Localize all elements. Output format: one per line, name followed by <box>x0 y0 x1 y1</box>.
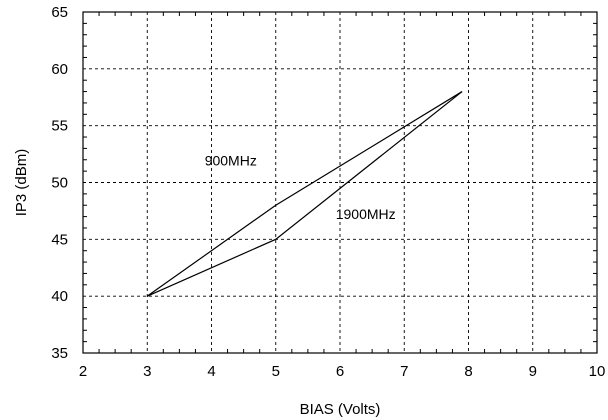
y-tick-label: 35 <box>51 345 68 362</box>
x-tick-labels: 2 3 4 5 6 7 8 9 10 <box>79 363 606 380</box>
x-tick-label: 2 <box>79 363 87 380</box>
series-labels: 900MHz 1900MHz <box>205 152 396 221</box>
y-tick-label: 50 <box>51 175 68 192</box>
x-tick-label: 10 <box>589 363 606 380</box>
grid-lines <box>83 12 597 353</box>
x-tick-label: 7 <box>400 363 408 380</box>
x-tick-label: 8 <box>464 363 472 380</box>
y-axis-label: IP3 (dBm) <box>13 149 30 217</box>
minor-ticks <box>83 12 597 353</box>
plot-frame <box>82 11 598 354</box>
series-label: 1900MHz <box>336 206 396 222</box>
y-tick-label: 40 <box>51 288 68 305</box>
x-tick-label: 4 <box>207 363 215 380</box>
x-tick-label: 9 <box>529 363 537 380</box>
series-label: 900MHz <box>205 152 257 168</box>
y-tick-label: 55 <box>51 118 68 135</box>
series-line-2 <box>147 91 463 297</box>
y-tick-label: 65 <box>51 4 68 21</box>
x-tick-label: 6 <box>336 363 344 380</box>
x-tick-label: 3 <box>143 363 151 380</box>
series-lines <box>146 91 463 297</box>
x-tick-label: 5 <box>272 363 280 380</box>
series-line-1 <box>146 91 463 297</box>
x-axis-label: BIAS (Volts) <box>300 401 381 418</box>
y-tick-label: 60 <box>51 61 68 78</box>
y-tick-labels: 35 40 45 50 55 60 65 <box>51 4 68 362</box>
y-tick-label: 45 <box>51 231 68 248</box>
